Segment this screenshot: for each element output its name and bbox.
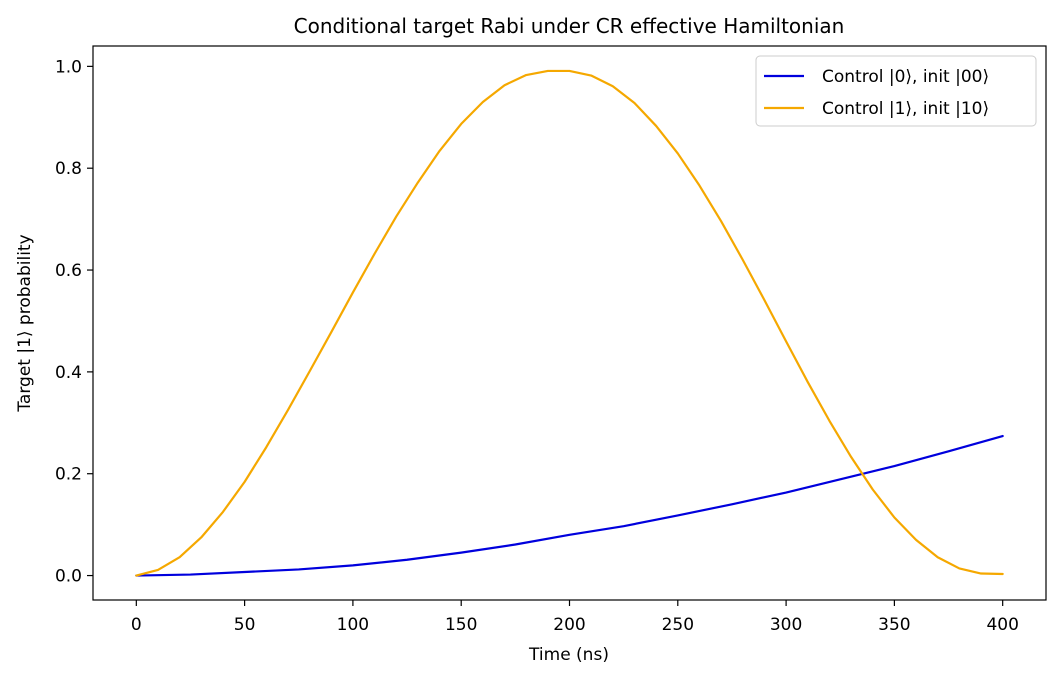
plot-area: 0 50 100 150 200 250 300 350 400 0.0 0.2 0.4 0.6 0.8 1… [55,45,1047,635]
series-line-0 [135,434,1004,577]
legend-label-1: Control |1⟩, init |10⟩ [822,99,989,119]
x-axis-label: Time (ns) [528,645,609,665]
y-tick-label-2: 0.4 [55,363,82,383]
legend: Control |0⟩, init |00⟩ Control |1⟩, init … [755,55,1037,127]
x-tick-label-3: 150 [445,615,477,635]
x-tick-label-1: 50 [234,615,256,635]
y-tick-label-0: 0.0 [55,567,82,587]
x-tick-label-8: 400 [986,615,1018,635]
y-tick-label-1: 0.2 [55,465,82,485]
legend-label-0: Control |0⟩, init |00⟩ [822,67,989,87]
x-tick-label-2: 100 [337,615,369,635]
x-tick-label-4: 200 [553,615,585,635]
y-tick-label-5: 1.0 [55,57,82,77]
x-tick-label-6: 300 [770,615,802,635]
chart-title: Conditional target Rabi under CR effecti… [294,14,845,38]
series-line-1 [135,69,1004,577]
y-tick-label-3: 0.6 [55,261,82,281]
x-tick-label-7: 350 [878,615,910,635]
x-tick-label-5: 250 [662,615,694,635]
x-tick-label-0: 0 [131,615,142,635]
y-axis-label: Target |1⟩ probability [15,234,35,412]
y-tick-label-4: 0.8 [55,159,82,179]
legend-box [755,55,1037,127]
